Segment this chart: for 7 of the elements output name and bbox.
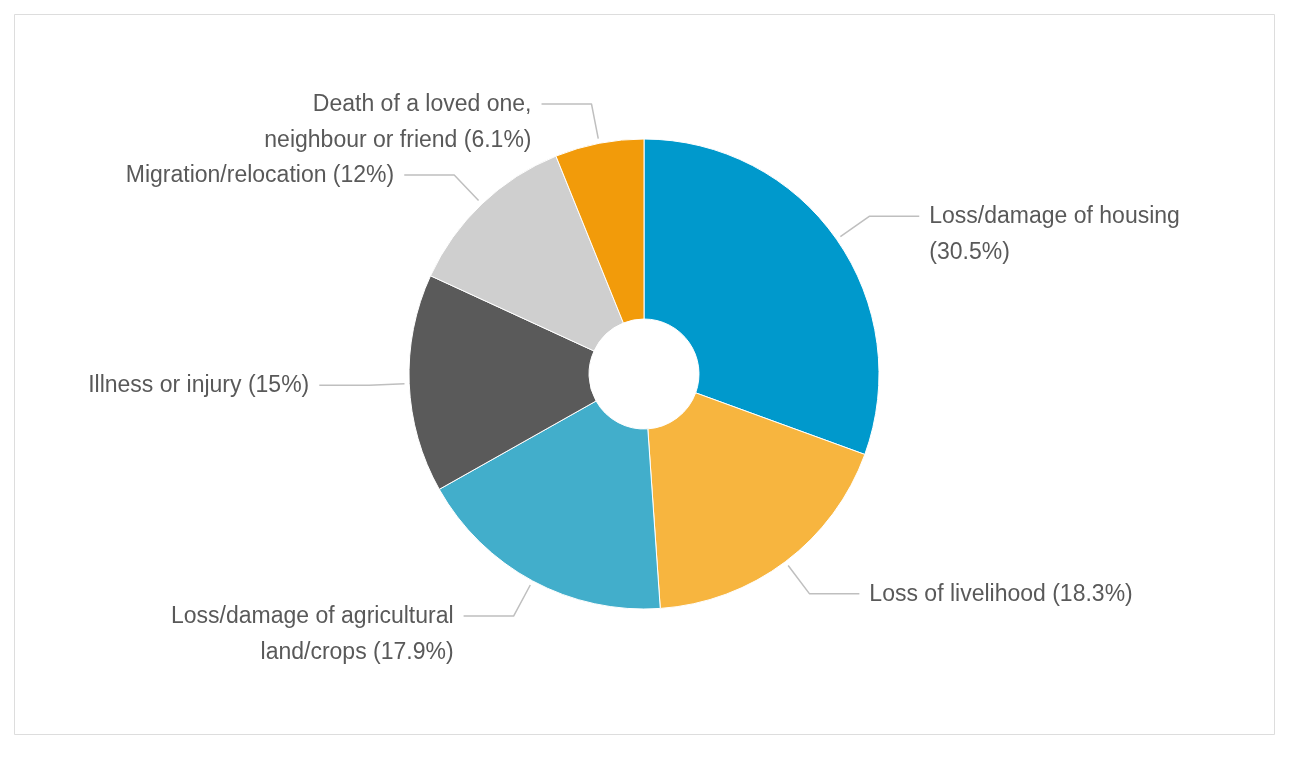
data-label: (30.5%): [929, 238, 1010, 265]
slice-label: Illness or injury (15%): [88, 371, 310, 398]
slice-label: Loss/damage of agricultural land/crops (17.9%): [171, 602, 454, 665]
slice-label: Loss/damage of housing: [929, 202, 1180, 229]
slice-label: Loss of livelihood (18.3%): [869, 579, 1133, 606]
slice-label: Death of a loved one, neighbour or friend (6.1%): [264, 90, 532, 153]
slice-label: Migration/relocation (12%): [125, 161, 395, 188]
